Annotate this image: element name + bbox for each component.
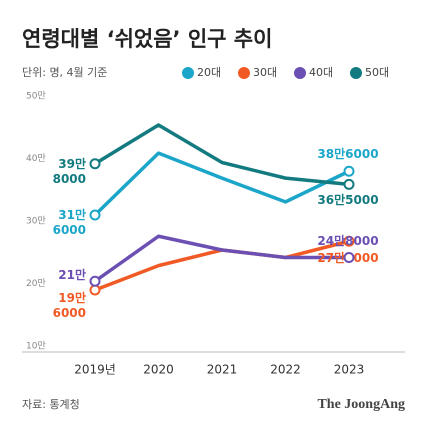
data-label-line: 8000: [53, 171, 86, 185]
end-marker: [343, 252, 355, 263]
x-tick-label: 2021: [207, 363, 238, 377]
end-marker: [343, 235, 355, 247]
x-tick-label: 2023: [334, 363, 365, 377]
end-marker: [89, 158, 101, 170]
data-label-line: 31만: [58, 207, 86, 222]
data-label: 31만 6000: [53, 207, 86, 237]
data-label: 39만 8000: [53, 155, 86, 185]
legend-label: 30대: [253, 66, 277, 79]
legend-label: 50대: [365, 66, 389, 79]
legend-swatch: [238, 67, 250, 79]
legend-swatch: [182, 67, 194, 79]
data-label: 19만 6000: [53, 290, 86, 320]
data-label-line: 6000: [53, 306, 86, 320]
y-tick-label: 10만: [26, 341, 46, 352]
subtitle: 단위: 명, 4월 기준: [22, 66, 107, 79]
end-marker: [343, 165, 355, 177]
end-marker: [89, 275, 101, 287]
legend-label: 20대: [197, 66, 221, 79]
end-marker: [343, 178, 355, 190]
x-tick-label: 2022: [270, 363, 301, 377]
data-label: 38만6000: [317, 146, 378, 161]
x-tick-label: 2020: [143, 363, 174, 377]
x-tick-label: 2019년: [74, 363, 116, 377]
line: [93, 234, 349, 283]
legend-swatch: [294, 67, 306, 79]
line: [94, 123, 350, 187]
data-label: 24만8000: [317, 233, 378, 248]
chart-title: 연령대별 ‘쉬었음’ 인구 추이: [22, 27, 272, 51]
brand: The JoongAng: [317, 397, 405, 412]
data-label-line: 6000: [53, 223, 86, 237]
legend-swatch: [350, 67, 362, 79]
data-label-line: 19만: [58, 290, 86, 305]
end-marker: [89, 209, 101, 221]
data-label: 21만: [58, 267, 86, 282]
legend-label: 40대: [309, 66, 333, 79]
source: 자료: 통계청: [22, 398, 80, 411]
y-tick-label: 50만: [26, 91, 46, 102]
end-marker: [89, 284, 101, 296]
y-tick-label: 40만: [26, 153, 46, 164]
y-tick-label: 20만: [26, 278, 46, 289]
data-label: 36만5000: [317, 192, 378, 207]
y-tick-label: 30만: [26, 216, 46, 227]
data-label-line: 39만: [58, 155, 86, 170]
line: [93, 151, 350, 217]
